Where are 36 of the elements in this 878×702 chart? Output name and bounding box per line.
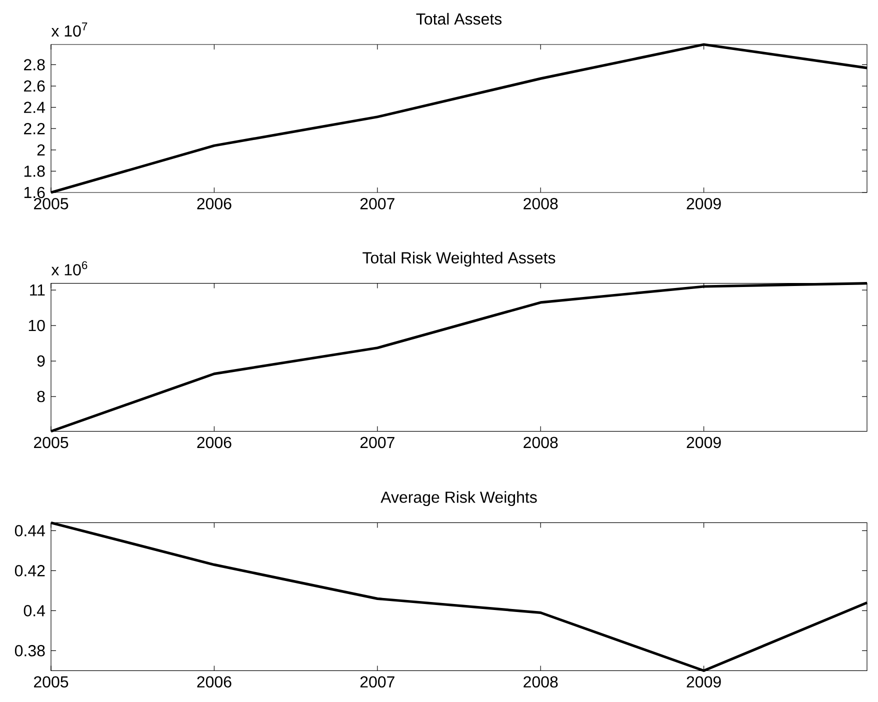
y-tick-label: 9	[37, 355, 45, 367]
y-tick-label: 1.8	[24, 166, 45, 177]
x-tick-label: 2006	[197, 198, 232, 210]
y-tick-label: 2.8	[24, 59, 45, 70]
y-tick-label: 0.4	[24, 605, 46, 616]
text: x 10$^{6}$	[51, 261, 88, 276]
x-tick-label: 2009	[686, 676, 721, 688]
y-tick-label: 11	[30, 284, 45, 296]
x-tick-label: 2006	[197, 436, 232, 448]
x-tick-label: 2008	[524, 436, 558, 448]
x-tick-label: 2008	[524, 198, 558, 210]
x-tick-label: 2006	[197, 676, 232, 688]
chart-title: Average Risk Weights	[380, 491, 537, 506]
y-tick-label: 2.2	[24, 123, 45, 134]
line-series	[50, 521, 868, 672]
x-tick-label: 2009	[686, 436, 721, 448]
y-tick-label: 2.6	[24, 80, 45, 92]
y-tick-label: 2	[37, 144, 45, 156]
x-tick-label: 2005	[34, 676, 68, 688]
x-tick-label: 2009	[686, 198, 721, 210]
y-tick-label: 10	[28, 320, 45, 332]
chart-title: Total Assets	[416, 12, 502, 25]
x-tick-label: 2007	[360, 436, 394, 448]
x-tick-label: 2007	[360, 198, 394, 210]
x-tick-label: 2005	[34, 436, 68, 448]
y-tick-label: 0.38	[14, 645, 45, 656]
y-tick-label: 2.4	[24, 102, 46, 113]
y-tick-label: 0.42	[14, 565, 45, 576]
text: x 10$^{7}$	[51, 22, 88, 37]
y-tick-label: 0.44	[14, 525, 46, 536]
x-tick-label: 2005	[34, 198, 68, 210]
x-tick-label: 2008	[524, 676, 558, 688]
y-tick-label: 1.6	[24, 186, 45, 198]
chart-title: Total Risk Weighted Assets	[362, 252, 556, 267]
y-tick-label: 8	[37, 390, 45, 402]
x-tick-label: 2007	[360, 676, 394, 688]
